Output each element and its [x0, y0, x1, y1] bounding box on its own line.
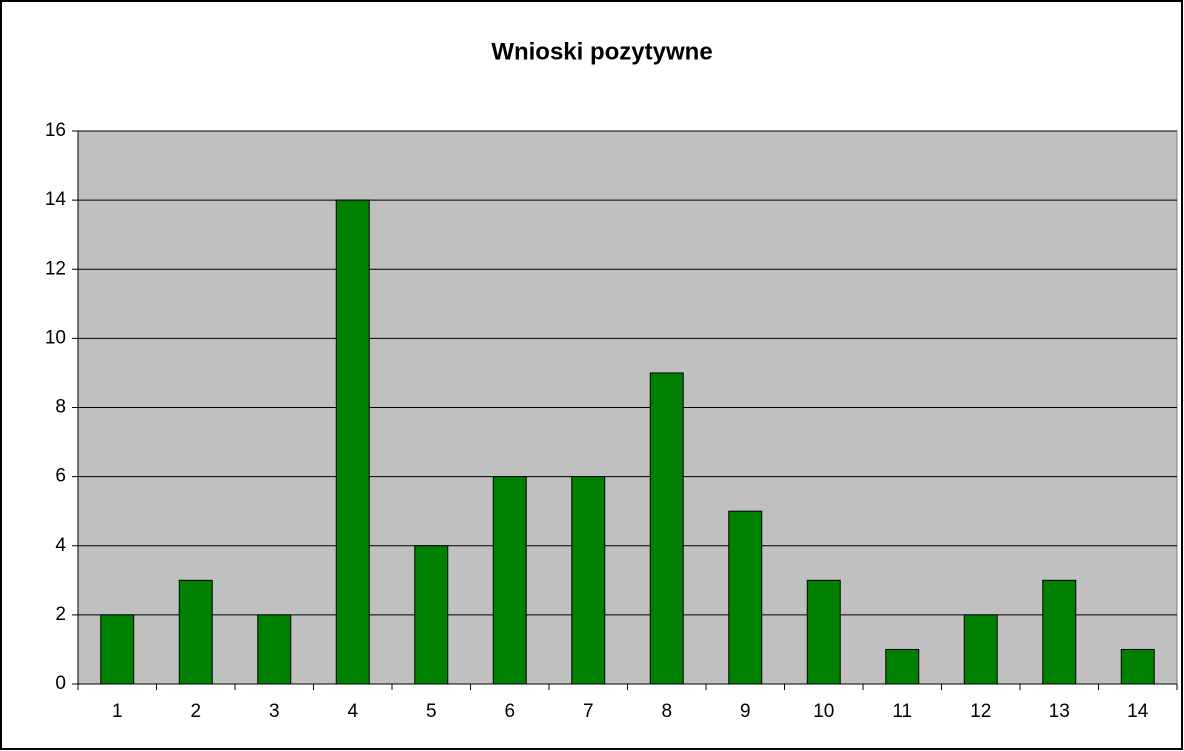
- x-tick-label: 2: [190, 701, 201, 722]
- x-tick-label: 11: [892, 701, 912, 722]
- bar: [414, 545, 449, 685]
- bar: [728, 510, 763, 685]
- x-tick-label: 13: [1049, 701, 1070, 722]
- y-tick-label: 6: [55, 466, 66, 487]
- x-tick-label: 9: [740, 701, 751, 722]
- x-tick-label: 4: [347, 701, 358, 722]
- bar: [178, 579, 213, 685]
- x-tick-label: 8: [661, 701, 672, 722]
- bar: [806, 579, 841, 685]
- bar: [1120, 648, 1155, 685]
- bar: [571, 476, 606, 685]
- bar: [335, 199, 370, 685]
- bar: [885, 648, 920, 685]
- y-tick-label: 16: [45, 120, 66, 141]
- x-tick-label: 7: [583, 701, 594, 722]
- x-tick-label: 3: [269, 701, 280, 722]
- y-tick-label: 14: [45, 189, 67, 210]
- bar: [1042, 579, 1077, 685]
- y-tick-label: 0: [55, 673, 66, 694]
- x-tick-label: 12: [970, 701, 991, 722]
- x-tick-label: 1: [112, 701, 123, 722]
- x-tick-label: 10: [813, 701, 834, 722]
- bar: [649, 372, 684, 685]
- x-tick-label: 5: [426, 701, 437, 722]
- y-tick-label: 4: [55, 535, 66, 556]
- x-tick-label: 14: [1127, 701, 1149, 722]
- y-tick-label: 12: [45, 258, 66, 279]
- bar: [257, 614, 292, 685]
- y-tick-label: 8: [55, 397, 66, 418]
- chart-title: Wnioski pozytywne: [491, 38, 712, 65]
- y-tick-label: 2: [55, 604, 66, 625]
- y-tick-label: 10: [45, 327, 66, 348]
- bar: [100, 614, 135, 685]
- bar: [963, 614, 998, 685]
- x-tick-label: 6: [504, 701, 515, 722]
- bar: [492, 476, 527, 685]
